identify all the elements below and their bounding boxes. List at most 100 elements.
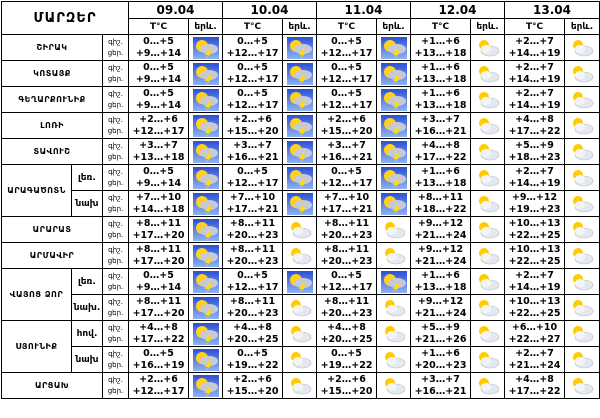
weather-icon — [290, 299, 311, 316]
night-label: գիշ. — [108, 193, 123, 202]
icon-cell — [376, 216, 411, 243]
icon-cloud — [575, 70, 585, 79]
night-temp: +8…+11 — [417, 191, 464, 203]
icon-cell — [188, 294, 223, 321]
temp-cell: 0…+5 +19…+22 — [222, 346, 283, 373]
icon-cloud — [386, 252, 397, 261]
icon-cloud — [575, 148, 585, 157]
weather-header: երև. — [470, 18, 505, 35]
day-temp: +21…+24 — [414, 307, 467, 319]
night-temp: +9…+12 — [417, 243, 464, 255]
day-temp: +12…+17 — [320, 177, 373, 189]
day-temp: +14…+19 — [508, 281, 561, 293]
icon-cloud — [575, 226, 585, 235]
date-header: 12.04 — [410, 1, 505, 19]
temp-cell: +4…+8 +17…+22 — [504, 372, 565, 399]
weather-icon — [384, 247, 405, 264]
data-row: նախ գիշ. ցեր. 0…+5 +16…+19 0…+5 +19…+22 0…+5 +19… — [2, 346, 600, 373]
icon-cloud — [480, 278, 491, 287]
weather-icon — [573, 247, 594, 264]
icon-cell — [470, 268, 505, 295]
night-temp: +3…+7 — [139, 139, 178, 151]
night-temp: +5…+9 — [515, 139, 554, 151]
temp-cell: +2…+7 +14…+19 — [504, 60, 565, 87]
icon-cloud — [575, 44, 585, 53]
day-temp: +20…+25 — [226, 333, 279, 345]
weather-icon — [286, 114, 313, 137]
icon-bolt — [204, 386, 212, 397]
data-row: նախ. գիշ. ցեր. +8…+11 +17…+20 +8…+11 +20…+23 +8… — [2, 294, 600, 321]
date-header: 10.04 — [222, 1, 317, 19]
icon-cloud — [575, 200, 585, 209]
day-temp: +18…+22 — [414, 203, 467, 215]
day-temp: +9…+14 — [135, 47, 182, 59]
region-name: ՏԱՎՈՒՇ — [1, 138, 103, 165]
icon-cloud — [480, 356, 491, 365]
icon-cell — [188, 242, 223, 269]
icon-bolt — [204, 204, 212, 215]
icon-cloud — [575, 278, 585, 287]
day-temp: +17…+22 — [508, 125, 561, 137]
data-row: ԼՈՌԻ գիշ. ցեր. +2…+6 +12…+17 +2…+6 +15…+20 +2…+… — [1, 112, 600, 139]
day-temp: +22…+25 — [508, 229, 561, 241]
icon-cell — [564, 346, 600, 373]
icon-bolt — [392, 74, 400, 85]
icon-cell — [376, 138, 411, 165]
icon-bolt — [298, 126, 306, 137]
temp-cell: +5…+9 +21…+26 — [410, 320, 471, 347]
weather-icon — [478, 39, 499, 56]
temp-cell: +8…+11 +20…+23 — [316, 294, 377, 321]
icon-cell — [564, 34, 600, 61]
night-temp: +3…+7 — [421, 113, 460, 125]
icon-cloud — [292, 330, 303, 339]
night-temp: 0…+5 — [143, 269, 174, 281]
temp-cell: +4…+8 +17…+22 — [410, 138, 471, 165]
day-temp: +20…+23 — [414, 359, 467, 371]
day-label: ցեր. — [107, 204, 124, 213]
night-temp: +4…+8 — [421, 139, 460, 151]
weather-icon — [192, 218, 219, 241]
icon-cell — [282, 112, 317, 139]
day-label: ցեր. — [107, 100, 124, 109]
night-temp: +10…+13 — [508, 295, 561, 307]
day-temp: +17…+20 — [132, 307, 185, 319]
night-label: գիշ. — [108, 323, 123, 332]
icon-bolt — [298, 100, 306, 111]
table-head: ՄԱՐԶԵՐ 09.04 10.04 11.04 12.04 13.04 T°C երև.… — [1, 1, 600, 35]
icon-bolt — [392, 204, 400, 215]
temp-cell: +3…+7 +16…+21 — [222, 138, 283, 165]
temp-cell: +8…+11 +17…+20 — [128, 216, 189, 243]
night-temp: +2…+7 — [515, 269, 554, 281]
temp-header: T°C — [222, 18, 283, 35]
weather-icon — [192, 322, 219, 345]
weather-header: երև. — [282, 18, 317, 35]
icon-cloud — [480, 122, 491, 131]
temp-cell: +2…+6 +15…+20 — [222, 112, 283, 139]
temp-cell: 0…+5 +12…+17 — [222, 268, 283, 295]
temp-cell: +1…+6 +13…+18 — [410, 86, 471, 113]
temp-cell: 0…+5 +12…+17 — [222, 86, 283, 113]
temp-cell: +8…+11 +20…+23 — [222, 294, 283, 321]
icon-bolt — [204, 178, 212, 189]
night-label: գիշ. — [108, 375, 123, 384]
day-label: ցեր. — [107, 126, 124, 135]
weather-icon — [286, 140, 313, 163]
night-temp: +4…+8 — [515, 113, 554, 125]
temp-cell: +3…+7 +13…+18 — [128, 138, 189, 165]
icon-cell — [282, 294, 317, 321]
icon-bolt — [298, 152, 306, 163]
weather-icon — [192, 270, 219, 293]
weather-icon — [192, 244, 219, 267]
day-temp: +13…+18 — [414, 47, 467, 59]
temp-cell: +10…+13 +22…+25 — [504, 242, 565, 269]
icon-cloud — [480, 44, 491, 53]
temp-cell: +10…+13 +22…+25 — [504, 216, 565, 243]
weather-icon — [380, 270, 407, 293]
night-temp: +2…+7 — [515, 61, 554, 73]
day-temp: +21…+26 — [414, 333, 467, 345]
weather-icon — [573, 117, 594, 134]
temp-cell: +8…+11 +17…+20 — [128, 242, 189, 269]
temp-cell: +2…+6 +15…+20 — [316, 372, 377, 399]
icon-bolt — [392, 126, 400, 137]
temp-cell: +8…+11 +20…+23 — [222, 242, 283, 269]
